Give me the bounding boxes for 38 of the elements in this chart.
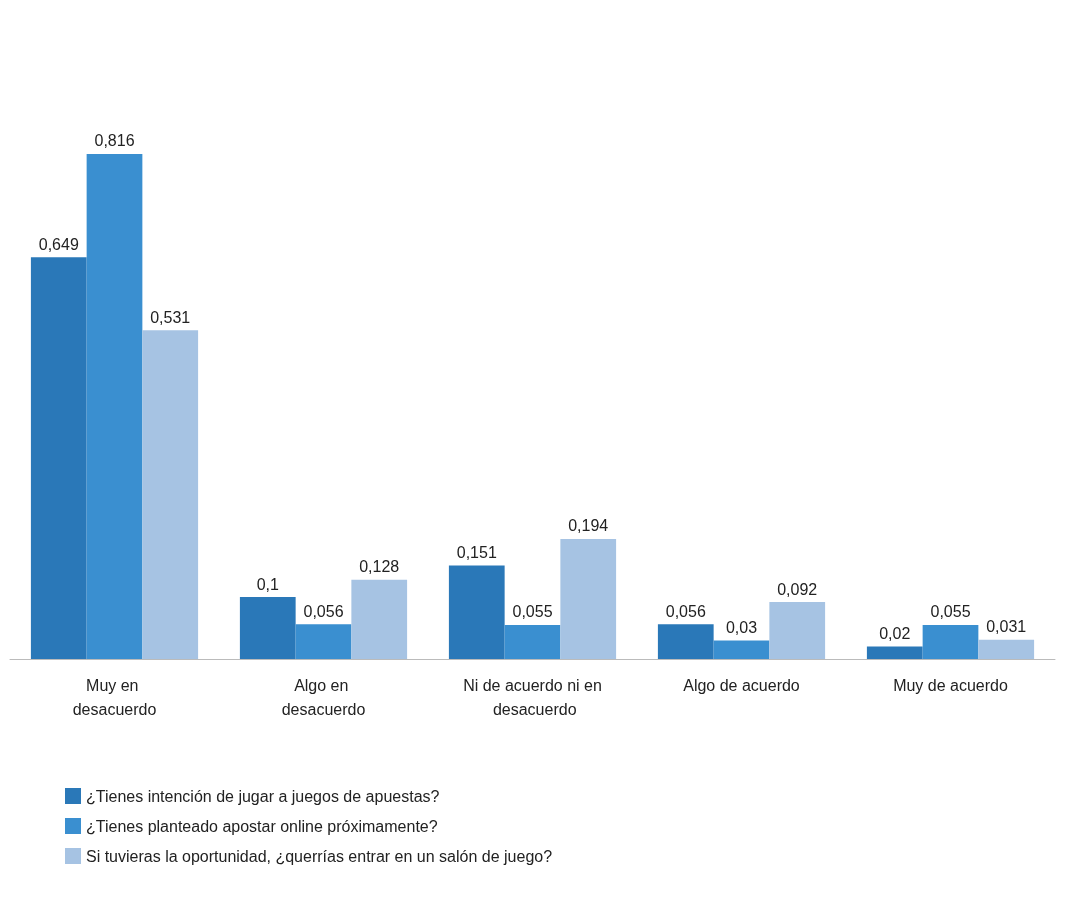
x-tick-label: Muy en desacuerdo bbox=[72, 676, 157, 718]
bar bbox=[560, 538, 617, 659]
bar bbox=[351, 579, 408, 659]
x-tick-label: Algo de acuerdo bbox=[683, 676, 800, 694]
bar bbox=[86, 153, 143, 659]
legend-label: Si tuvieras la oportunidad, ¿querrías entrar en un salón de juego? bbox=[86, 847, 553, 865]
data-label: 0,194 bbox=[568, 517, 609, 535]
bar bbox=[769, 602, 826, 659]
x-tick-label: Ni de acuerdo ni en desacuerdo bbox=[463, 676, 602, 718]
data-label: 0,02 bbox=[879, 625, 911, 643]
bar bbox=[504, 624, 561, 659]
data-label: 0,1 bbox=[256, 575, 279, 593]
data-label: 0,031 bbox=[986, 618, 1027, 636]
data-label: 0,03 bbox=[725, 618, 758, 636]
bar bbox=[448, 565, 505, 659]
data-label: 0,055 bbox=[930, 603, 971, 621]
bar bbox=[295, 624, 352, 659]
data-label: 0,151 bbox=[456, 544, 497, 562]
data-label: 0,056 bbox=[303, 602, 344, 620]
bar bbox=[866, 646, 923, 659]
data-label: 0,531 bbox=[150, 308, 191, 326]
bar bbox=[713, 640, 770, 659]
bar bbox=[239, 597, 296, 659]
bar bbox=[30, 257, 87, 659]
data-label: 0,816 bbox=[94, 132, 135, 150]
bar bbox=[978, 639, 1035, 659]
data-label: 0,092 bbox=[777, 580, 818, 598]
legend-label: ¿Tienes planteado apostar online próximamente? bbox=[86, 817, 438, 835]
bar bbox=[657, 624, 714, 659]
data-label: 0,128 bbox=[359, 558, 400, 576]
legend-label: ¿Tienes intención de jugar a juegos de apuestas? bbox=[86, 787, 440, 805]
data-label: 0,055 bbox=[512, 603, 553, 621]
x-tick-label: Algo en desacuerdo bbox=[281, 676, 366, 718]
x-tick-label: Muy de acuerdo bbox=[893, 676, 1008, 694]
data-label: 0,649 bbox=[38, 235, 79, 253]
bar bbox=[142, 330, 199, 659]
bar bbox=[922, 624, 979, 659]
data-label: 0,056 bbox=[665, 602, 706, 620]
